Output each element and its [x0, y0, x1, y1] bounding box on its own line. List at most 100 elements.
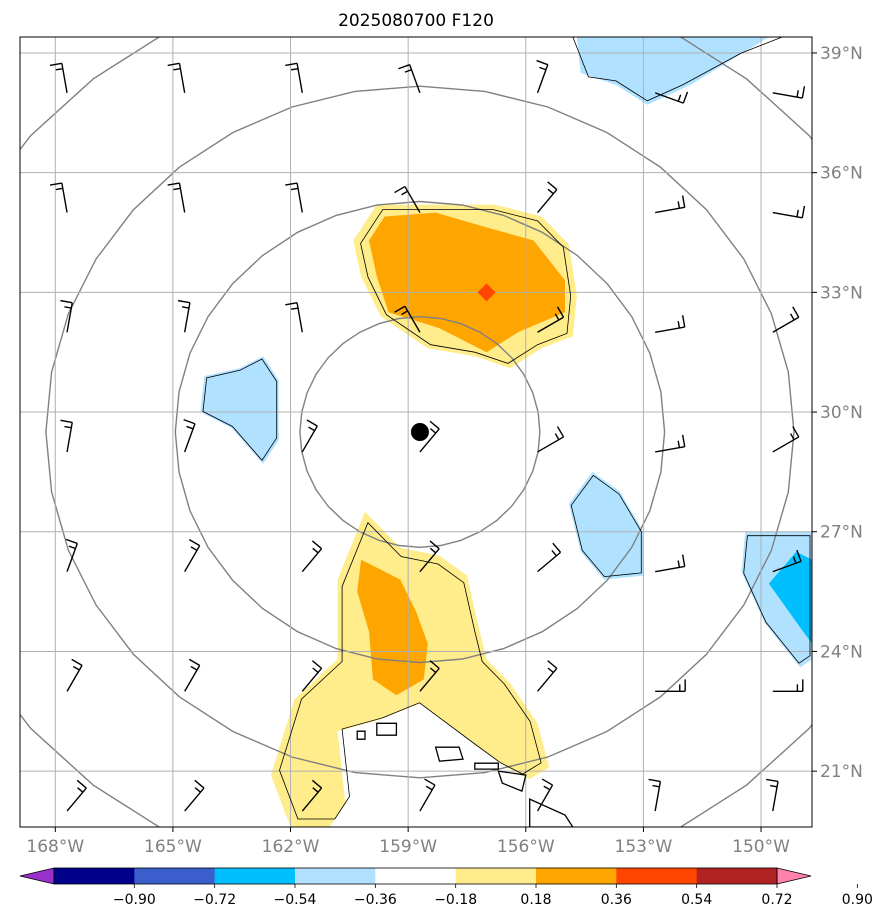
wind-barbs	[49, 59, 806, 812]
island-outline-3	[497, 770, 527, 792]
colorbar-segment	[134, 868, 216, 884]
contour-line-4	[202, 358, 278, 461]
contour-lines	[202, 209, 811, 820]
wind-barb	[301, 779, 323, 812]
x-tick-label: 168°W	[26, 837, 84, 857]
wind-barb	[419, 660, 440, 692]
wind-barb	[301, 540, 323, 573]
contour-line-5	[570, 474, 642, 578]
contour-line-6	[743, 535, 811, 664]
colorbar-segment	[295, 868, 376, 884]
colorbar-label: 0.90	[842, 892, 873, 908]
wind-barb	[60, 419, 73, 453]
colorbar-label: −0.54	[274, 892, 317, 908]
wind-barb	[49, 62, 68, 93]
map-plot-area	[20, 37, 812, 827]
colorbar-segment	[696, 868, 778, 884]
wind-barb	[419, 540, 440, 573]
wind-barb	[167, 182, 186, 213]
map-frame	[19, 36, 813, 828]
wind-barb	[301, 660, 323, 692]
wind-barb	[655, 554, 686, 573]
colorbar-segment	[616, 868, 698, 884]
filled-region-8	[576, 37, 769, 105]
wind-barb	[537, 660, 558, 692]
wind-barb	[183, 418, 196, 453]
island-outline-2	[474, 762, 499, 770]
wind-barb	[655, 434, 686, 453]
wind-barb	[772, 306, 800, 333]
wind-barb	[537, 306, 565, 333]
wind-barb	[419, 420, 440, 453]
wind-barb	[66, 658, 83, 692]
wind-barb	[167, 62, 186, 93]
colorbar-label: −0.90	[113, 892, 156, 908]
wind-barb	[772, 86, 806, 99]
wind-barb	[285, 302, 303, 333]
colorbar-label: −0.36	[354, 892, 397, 908]
wind-barb	[772, 426, 800, 453]
coastline-north	[572, 37, 784, 102]
wind-barb	[184, 658, 201, 692]
wind-barb	[766, 778, 779, 812]
y-tick-label: 24°N	[820, 642, 863, 662]
wind-barb	[772, 549, 802, 573]
wind-barb	[60, 299, 73, 333]
y-tick-label: 36°N	[820, 164, 863, 184]
colorbar-label: −0.18	[434, 892, 477, 908]
colorbar-segment	[455, 868, 537, 884]
wind-barb	[49, 182, 68, 213]
colorbar-segment	[375, 868, 457, 884]
wind-barb	[177, 299, 191, 333]
x-tick-label: 159°W	[379, 837, 437, 857]
contour-line-2	[279, 521, 542, 820]
x-tick-label: 162°W	[262, 837, 320, 857]
colorbar-label: 0.18	[520, 892, 551, 908]
wind-barb	[537, 426, 565, 453]
y-axis-ticks: 21°N 24°N 27°N 30°N 33°N 36°N 39°N	[812, 44, 863, 782]
filled-region-7	[768, 551, 812, 644]
x-tick-label: 153°W	[615, 837, 673, 857]
y-tick-label: 39°N	[820, 44, 863, 64]
wind-barb	[394, 305, 421, 333]
wind-barb	[184, 779, 205, 812]
colorbar-segment	[536, 868, 617, 884]
filled-region-5	[568, 471, 644, 580]
wind-barb	[394, 185, 421, 213]
colorbar-extend-low	[19, 867, 55, 885]
wind-barb	[536, 778, 554, 812]
coastlines	[356, 37, 784, 827]
wind-barb	[655, 315, 686, 333]
y-tick-label: 21°N	[820, 762, 863, 782]
colorbar-label: −0.72	[193, 892, 236, 908]
filled-contours	[200, 37, 812, 827]
wind-barb	[398, 64, 421, 94]
colorbar-label: 0.36	[601, 892, 632, 908]
x-axis-ticks: 168°W 165°W 162°W 159°W 156°W 153°W 150°W	[26, 827, 790, 857]
grid-lines	[20, 37, 812, 827]
wind-barb	[654, 91, 689, 104]
colorbar-frame	[53, 867, 778, 885]
wind-barb	[772, 205, 806, 219]
wind-barb	[655, 679, 686, 693]
x-tick-label: 165°W	[144, 837, 202, 857]
wind-barb	[536, 59, 549, 94]
wind-barb	[537, 542, 562, 573]
wind-barb	[419, 778, 436, 812]
wind-barb	[65, 538, 78, 572]
island-outline-1	[434, 746, 464, 762]
y-tick-label: 30°N	[820, 403, 863, 423]
wind-barb	[655, 195, 686, 214]
wind-barb	[772, 679, 804, 693]
island-outline-5	[356, 730, 366, 740]
island-outline-0	[376, 722, 398, 736]
colorbar: −0.90 −0.72 −0.54 −0.36 −0.18 0.18 0.36 0.54 0.7…	[19, 867, 873, 908]
chart-title: 2025080700 F120	[338, 11, 494, 31]
island-outline-4	[529, 798, 574, 827]
center-marker	[410, 423, 429, 441]
colorbar-segment	[214, 868, 296, 884]
y-tick-label: 33°N	[820, 283, 863, 303]
max-marker	[477, 283, 496, 302]
wind-barb	[66, 779, 87, 812]
